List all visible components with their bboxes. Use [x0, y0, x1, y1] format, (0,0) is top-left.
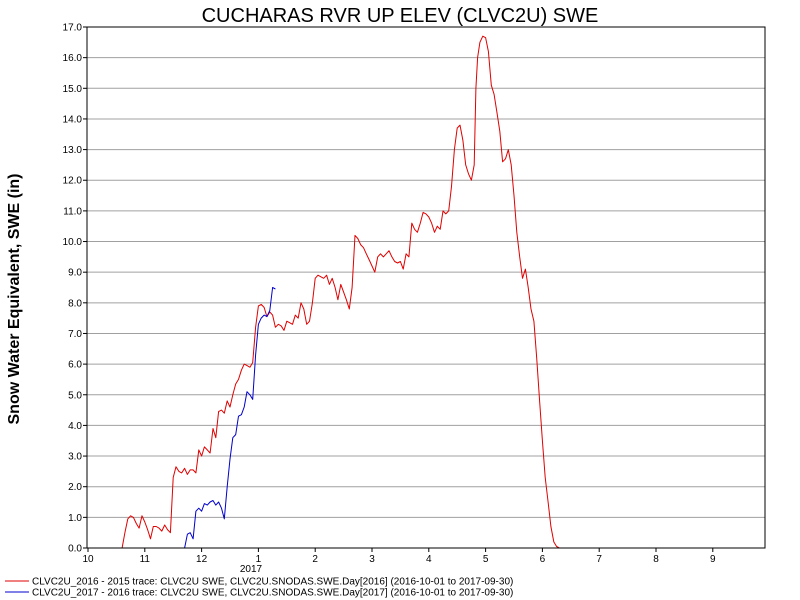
y-tick-label: 16.0 [63, 53, 83, 64]
plot-frame [86, 26, 766, 549]
legend: CLVC2U_2016 - 2015 trace: CLVC2U SWE, CL… [5, 577, 513, 599]
y-tick-label: 12.0 [63, 176, 83, 187]
y-tick-label: 11.0 [63, 206, 82, 217]
legend-entry-2: CLVC2U_2017 - 2016 trace: CLVC2U SWE, CL… [32, 588, 513, 599]
y-tick-label: 10.0 [63, 237, 83, 248]
x-tick-labels: 10 11 12 1 2 3 4 5 6 7 8 9 [82, 548, 716, 565]
y-axis-label: Snow Water Equivalent, SWE (in) [6, 174, 23, 425]
x-tick-label: 3 [369, 554, 375, 565]
x-tick-label: 6 [540, 554, 546, 565]
y-tick-label: 8.0 [68, 298, 82, 309]
y-tick-label: 2.0 [68, 482, 82, 493]
legend-entry-1: CLVC2U_2016 - 2015 trace: CLVC2U SWE, CL… [32, 577, 513, 588]
x-tick-label: 11 [140, 554, 151, 565]
y-tick-label: 9.0 [68, 268, 82, 279]
y-tick-label: 14.0 [63, 114, 83, 125]
y-tick-label: 15.0 [63, 84, 83, 95]
y-tick-label: 7.0 [68, 329, 82, 340]
y-tick-label: 5.0 [68, 390, 82, 401]
y-tick-label: 4.0 [68, 421, 82, 432]
x-tick-label: 10 [82, 554, 94, 565]
x-tick-label: 5 [483, 554, 489, 565]
y-tick-label: 17.0 [63, 23, 83, 34]
x-tick-label: 7 [596, 554, 602, 565]
series-line-1 [121, 35, 560, 549]
y-tick-labels: 0.0 1.0 2.0 3.0 4.0 5.0 6.0 7.0 8.0 9.0 10.0 11.0 12… [63, 23, 87, 555]
y-tick-label: 0.0 [68, 544, 82, 555]
y-tick-label: 6.0 [68, 360, 82, 371]
gridlines [87, 57, 765, 518]
y-tick-label: 3.0 [68, 452, 82, 463]
x-tick-label: 2 [312, 554, 318, 565]
y-tick-label: 1.0 [68, 513, 82, 524]
x-tick-label: 4 [426, 554, 432, 565]
series-lines [121, 35, 560, 549]
x-tick-label: 8 [653, 554, 659, 565]
series-line-2 [184, 287, 276, 549]
x-tick-label: 12 [196, 554, 208, 565]
chart-title: CUCHARAS RVR UP ELEV (CLVC2U) SWE [202, 5, 599, 27]
x-tick-label: 9 [710, 554, 716, 565]
x-tick-label: 1 [256, 554, 262, 565]
x-year-label: 2017 [240, 564, 263, 575]
y-tick-label: 13.0 [63, 145, 83, 156]
